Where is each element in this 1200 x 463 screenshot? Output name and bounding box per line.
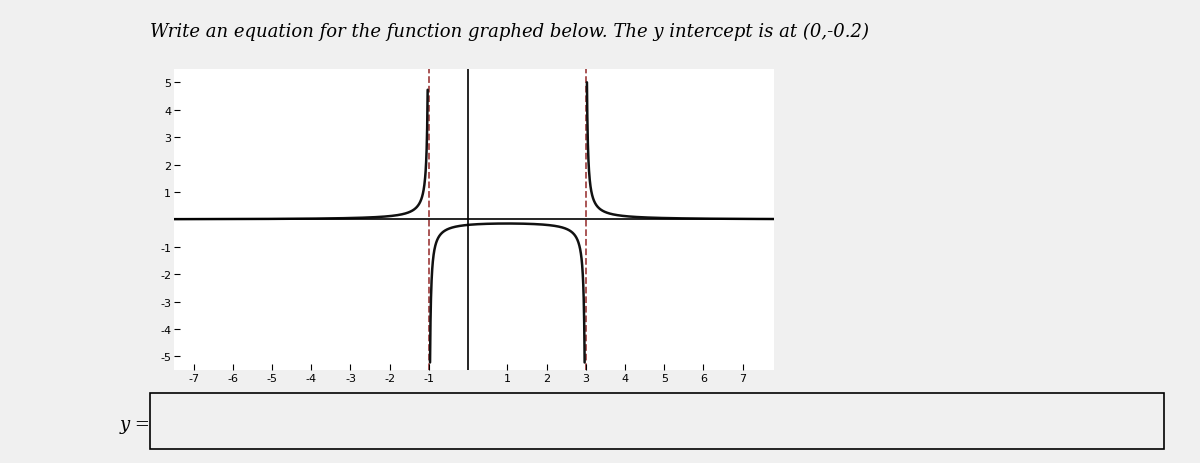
Text: Write an equation for the function graphed below. The y intercept is at (0,-0.2): Write an equation for the function graph…	[150, 23, 869, 41]
Text: y =: y =	[120, 415, 151, 433]
